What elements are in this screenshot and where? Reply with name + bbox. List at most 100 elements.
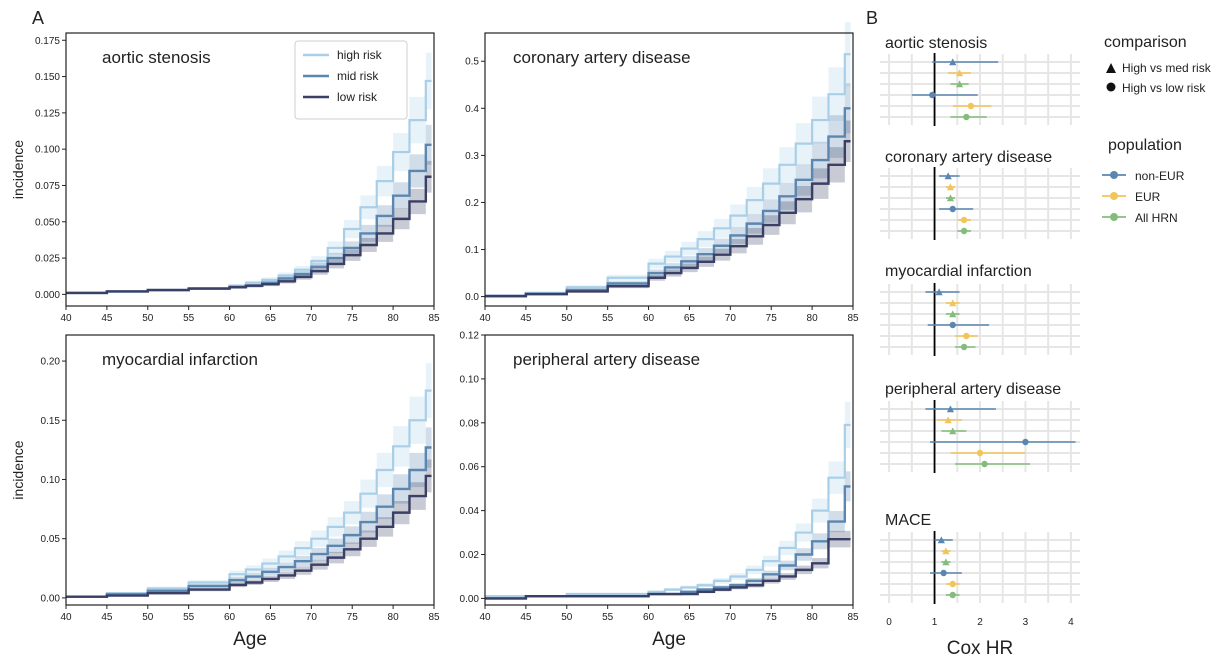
comparison-legend-title: comparison bbox=[1104, 34, 1187, 51]
legend-label: high risk bbox=[337, 48, 383, 62]
x-tick-label: 70 bbox=[306, 313, 318, 324]
x-tick-label: 70 bbox=[306, 612, 318, 623]
population-legend-label: EUR bbox=[1135, 190, 1161, 204]
forest-x-tick-label: 4 bbox=[1068, 617, 1074, 628]
x-tick-label: 65 bbox=[265, 313, 277, 324]
panel-title: myocardial infarction bbox=[102, 350, 258, 369]
x-tick-label: 45 bbox=[520, 313, 532, 324]
forest-group-3: myocardial infarction bbox=[880, 263, 1080, 356]
forest-group-title: aortic stenosis bbox=[885, 35, 987, 52]
hr-point-triangle bbox=[935, 288, 943, 296]
panel-b-letter: B bbox=[866, 8, 878, 28]
x-tick-label: 45 bbox=[520, 612, 532, 623]
y-tick-label: 0.00 bbox=[460, 594, 480, 605]
x-axis-label: Age bbox=[233, 629, 267, 650]
hr-point-triangle bbox=[949, 310, 957, 318]
hr-point-circle bbox=[949, 580, 956, 588]
forest-x-tick-label: 0 bbox=[886, 617, 892, 628]
series-line-low-risk bbox=[66, 175, 432, 295]
x-tick-label: 75 bbox=[347, 612, 359, 623]
y-tick-label: 0.075 bbox=[35, 181, 60, 192]
x-tick-label: 85 bbox=[428, 313, 440, 324]
y-tick-label: 0.10 bbox=[460, 374, 480, 385]
x-tick-label: 50 bbox=[142, 313, 154, 324]
y-tick-label: 0.025 bbox=[35, 254, 60, 265]
y-tick-label: 0.050 bbox=[35, 217, 60, 228]
hr-point-triangle bbox=[942, 558, 950, 566]
y-tick-label: 0.04 bbox=[460, 506, 480, 517]
y-tick-label: 0.000 bbox=[35, 290, 60, 301]
x-tick-label: 80 bbox=[807, 612, 819, 623]
hr-point-circle bbox=[940, 569, 947, 577]
x-tick-label: 40 bbox=[60, 612, 72, 623]
legend-label: low risk bbox=[337, 90, 378, 104]
y-tick-label: 0.4 bbox=[465, 104, 479, 115]
comparison-legend-label: High vs low risk bbox=[1122, 81, 1206, 95]
x-tick-label: 65 bbox=[684, 612, 696, 623]
plot-frame bbox=[65, 32, 435, 307]
x-tick-label: 55 bbox=[602, 313, 614, 324]
forest-group-2: coronary artery disease bbox=[880, 149, 1080, 240]
forest-group-title: MACE bbox=[885, 512, 931, 529]
x-tick-label: 40 bbox=[479, 612, 491, 623]
legend-box bbox=[294, 40, 408, 120]
x-tick-label: 45 bbox=[101, 612, 113, 623]
y-tick-label: 0.125 bbox=[35, 108, 60, 119]
population-legend-title: population bbox=[1108, 137, 1182, 154]
x-tick-label: 75 bbox=[766, 612, 778, 623]
panel-a-letter: A bbox=[32, 8, 44, 28]
forest-x-axis-label: Cox HR bbox=[947, 638, 1014, 657]
hr-point-circle bbox=[976, 449, 984, 457]
series-line-low-risk bbox=[485, 537, 851, 600]
hr-point-circle bbox=[960, 227, 968, 235]
x-tick-label: 85 bbox=[847, 313, 859, 324]
x-tick-label: 60 bbox=[224, 612, 236, 623]
x-tick-label: 55 bbox=[602, 612, 614, 623]
y-tick-label: 0.20 bbox=[41, 357, 61, 368]
forest-group-4: peripheral artery disease bbox=[880, 381, 1080, 473]
y-tick-label: 0.2 bbox=[465, 198, 479, 209]
y-tick-label: 0.175 bbox=[35, 36, 60, 47]
hr-point-triangle bbox=[949, 427, 957, 435]
hr-point-circle bbox=[981, 460, 988, 468]
y-tick-label: 0.1 bbox=[465, 245, 479, 256]
hr-point-triangle bbox=[942, 547, 950, 555]
x-tick-label: 75 bbox=[347, 313, 359, 324]
hr-point-triangle bbox=[949, 58, 957, 66]
ci-band-low-risk bbox=[66, 160, 432, 294]
hr-point-triangle bbox=[946, 405, 955, 413]
x-tick-label: 60 bbox=[224, 313, 236, 324]
population-legend-dot bbox=[1110, 192, 1118, 200]
x-tick-label: 70 bbox=[725, 313, 737, 324]
population-legend-label: All HRN bbox=[1135, 211, 1178, 225]
series-line-low-risk bbox=[485, 140, 851, 298]
km-panels: 40 45 50 55 60 65 70 75 80 850.0000.0250.0500.075… bbox=[10, 22, 859, 650]
y-tick-label: 0.08 bbox=[460, 418, 480, 429]
y-tick-label: 0.12 bbox=[460, 331, 480, 342]
population-legend-dot bbox=[1110, 171, 1118, 179]
y-tick-label: 0.0 bbox=[465, 292, 479, 303]
hr-point-triangle bbox=[944, 416, 952, 424]
hr-point-circle bbox=[963, 332, 970, 340]
y-tick-label: 0.02 bbox=[460, 550, 480, 561]
km-panel-1: 40 45 50 55 60 65 70 75 80 85 0.000 0.025 0.050 0.075… bbox=[10, 32, 440, 324]
forest-legend: comparison High vs med risk High vs low ri… bbox=[1102, 34, 1212, 225]
y-tick-label: 0.150 bbox=[35, 72, 60, 83]
hr-point-triangle bbox=[949, 299, 957, 307]
plot-frame bbox=[484, 32, 854, 307]
series-line-mid-risk bbox=[66, 143, 432, 295]
forest-group-5: MACE 0 1 2 3 4 Cox HR bbox=[880, 512, 1080, 657]
x-tick-label: 40 bbox=[60, 313, 72, 324]
x-tick-label: 50 bbox=[561, 313, 573, 324]
forest-group-title: peripheral artery disease bbox=[885, 381, 1061, 398]
hr-point-triangle bbox=[946, 183, 955, 191]
x-tick-label: 70 bbox=[725, 612, 737, 623]
km-legend: high risk mid risk low risk bbox=[294, 40, 408, 120]
y-tick-label: 0.15 bbox=[41, 416, 61, 427]
legend-triangle-icon bbox=[1106, 63, 1116, 73]
x-tick-label: 65 bbox=[684, 313, 696, 324]
y-axis-label: incidence bbox=[10, 140, 26, 199]
legend-label: mid risk bbox=[337, 69, 379, 83]
forest-group-1: aortic stenosis bbox=[880, 35, 1080, 126]
km-panel-2: 40 45 50 55 60 65 70 75 80 85 0.0 0.1 0.2 0.3 0.4 0.5 co… bbox=[465, 22, 859, 324]
